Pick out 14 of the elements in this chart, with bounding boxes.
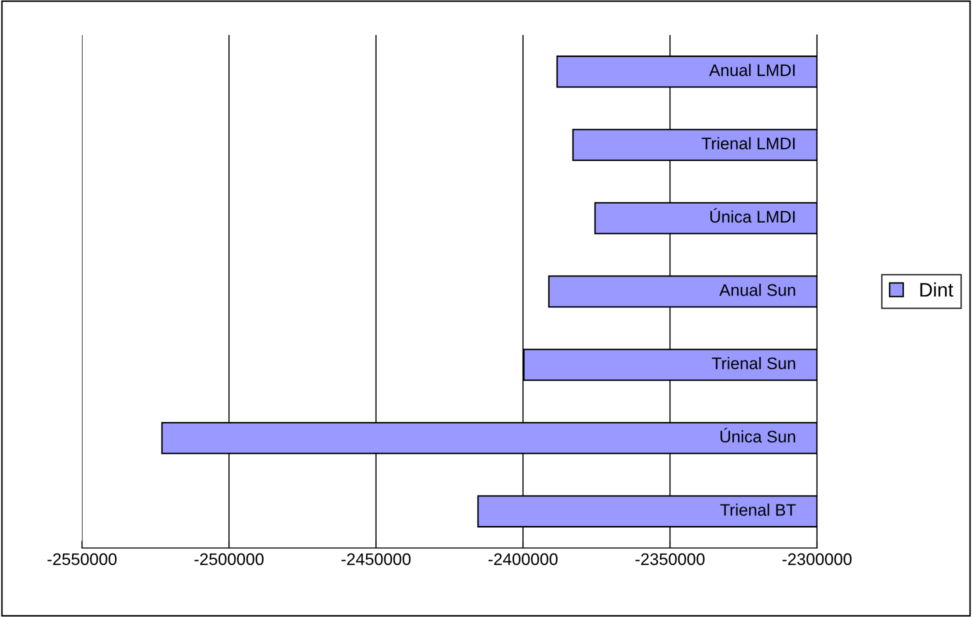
x-tick-label: -2500000 (194, 553, 264, 566)
y-tick-label: Trienal Sun (712, 357, 796, 370)
y-tick-label: Trienal LMDI (702, 137, 795, 150)
legend-label: Dint (920, 282, 954, 297)
y-tick-label: Única Sun (720, 428, 796, 443)
x-tick-label: -2450000 (342, 553, 411, 566)
x-tick-label: -2400000 (488, 553, 558, 566)
y-tick-label: Trienal BT (720, 504, 796, 516)
x-tick-label: -2300000 (782, 553, 852, 566)
y-tick-label: Única LMDI (710, 208, 795, 223)
x-tick-label: -2550000 (48, 553, 117, 566)
y-tick-label: Anual LMDI (709, 64, 795, 76)
y-tick-label: Anual Sun (719, 284, 796, 296)
x-tick-label: -2350000 (636, 553, 705, 566)
